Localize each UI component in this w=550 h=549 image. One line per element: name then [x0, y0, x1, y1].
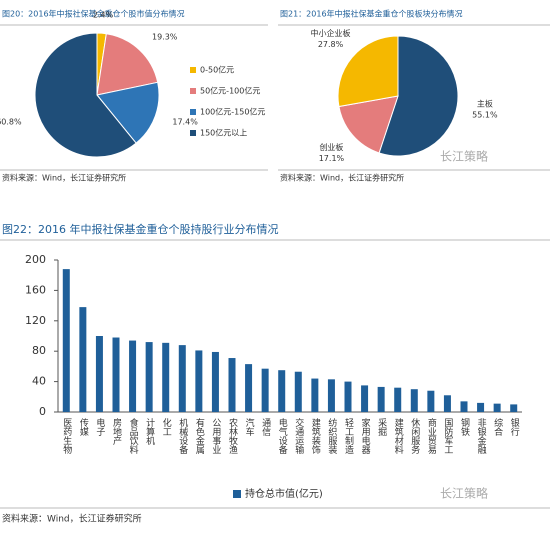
x-tick-label: 家用电器 [360, 417, 371, 454]
x-tick-label: 食品饮料 [128, 417, 139, 455]
value-label: 19.3% [152, 32, 178, 41]
x-tick-label: 钢铁 [459, 417, 470, 437]
bar [211, 351, 219, 412]
legend-swatch [190, 88, 196, 94]
pie-slice [338, 95, 399, 154]
x-tick-label: 轻工制造 [343, 417, 354, 455]
chart-title: 图22：2016 年中报社保基金重仓个股持股行业分布情况 [2, 222, 279, 236]
x-tick-label: 交通运输 [293, 417, 304, 455]
slice-label: 中小企业板 [311, 28, 351, 38]
source: 资料来源：Wind，长江证券研究所 [2, 513, 142, 525]
x-tick-label: 国防军工 [442, 418, 453, 454]
slice-label: 创业板 [319, 142, 343, 152]
x-tick-label: 电气设备 [277, 417, 288, 454]
pie-slice [96, 33, 159, 96]
y-tick-label: 200 [25, 253, 46, 266]
legend-swatch [190, 67, 196, 73]
x-tick-label: 传媒 [78, 417, 89, 437]
pie-slice [378, 35, 459, 157]
y-tick-label: 80 [32, 344, 46, 357]
x-tick-label: 非银金融 [476, 417, 487, 455]
value-label: 27.8% [318, 40, 344, 49]
chart-title: 图21：2016年中报社保基金重仓个股板块分布情况 [280, 9, 463, 19]
bar [344, 381, 352, 412]
x-tick-label: 房地产 [111, 417, 122, 446]
legend-label: 100亿元-150亿元 [200, 107, 265, 117]
legend-swatch [190, 130, 196, 136]
chart-title: 图20：2016年中报社保基金重仓个股市值分布情况 [2, 9, 185, 19]
value-label: 17.4% [172, 117, 198, 126]
bar [145, 342, 153, 412]
bar [62, 269, 70, 412]
bar [294, 371, 302, 412]
y-tick-label: 40 [32, 375, 46, 388]
x-tick-label: 综合 [492, 417, 503, 437]
bar [394, 387, 402, 412]
x-tick-label: 建筑装饰 [310, 417, 321, 455]
bar [228, 358, 236, 412]
legend-label: 50亿元-100亿元 [200, 86, 260, 96]
bar [245, 364, 253, 412]
bar [493, 403, 501, 412]
value-label: 55.1% [472, 111, 498, 120]
bar [477, 402, 485, 412]
legend-label: 0-50亿元 [200, 65, 234, 75]
bar [311, 378, 319, 412]
value-label: 17.1% [319, 154, 345, 163]
bar [510, 404, 518, 412]
legend-swatch [233, 490, 241, 498]
x-tick-label: 公用事业 [210, 418, 221, 454]
bar [195, 350, 203, 412]
x-tick-label: 机械设备 [177, 417, 188, 454]
x-tick-label: 采掘 [376, 418, 387, 437]
legend-label: 持仓总市值(亿元) [245, 487, 323, 500]
x-tick-label: 化工 [161, 417, 172, 436]
bar [460, 401, 468, 412]
watermark: 长江策略 [440, 149, 488, 164]
bar [278, 370, 286, 412]
x-tick-label: 计算机 [144, 417, 155, 446]
bar [79, 307, 87, 412]
source: 资料来源：Wind，长江证券研究所 [280, 173, 404, 183]
bar [112, 337, 120, 412]
slice-label: 主板 [477, 99, 493, 109]
bar [261, 368, 269, 412]
bar [361, 385, 369, 412]
x-tick-label: 有色金属 [194, 417, 205, 455]
bar [162, 342, 170, 412]
bar [178, 345, 186, 412]
x-tick-label: 银行 [509, 417, 520, 437]
bar [95, 336, 103, 412]
pie-slice [337, 35, 399, 108]
pie-slice [96, 81, 160, 144]
watermark: 长江策略 [440, 486, 488, 501]
x-tick-label: 建筑材料 [393, 417, 404, 455]
bar [377, 386, 385, 412]
x-tick-label: 休闲服务 [409, 417, 420, 455]
pie-slice [34, 32, 137, 158]
legend-swatch [190, 109, 196, 115]
x-tick-label: 医药生物 [61, 418, 72, 455]
value-label: 60.8% [0, 117, 22, 126]
bar [443, 395, 451, 412]
bar [410, 389, 418, 412]
x-tick-label: 通信 [260, 418, 271, 437]
source: 资料来源：Wind，长江证券研究所 [2, 173, 126, 183]
y-tick-label: 0 [39, 405, 46, 418]
bar [129, 340, 137, 412]
x-tick-label: 电子 [94, 417, 105, 436]
x-tick-label: 纺织服装 [326, 417, 337, 455]
bar [327, 379, 335, 412]
y-tick-label: 160 [25, 283, 46, 296]
bar [427, 390, 435, 412]
value-label: 2.4% [93, 11, 114, 20]
x-tick-label: 农林牧渔 [227, 417, 238, 454]
x-tick-label: 商业贸易 [426, 417, 437, 455]
x-tick-label: 汽车 [244, 417, 255, 437]
legend-label: 150亿元以上 [200, 128, 247, 138]
y-tick-label: 120 [25, 314, 46, 327]
